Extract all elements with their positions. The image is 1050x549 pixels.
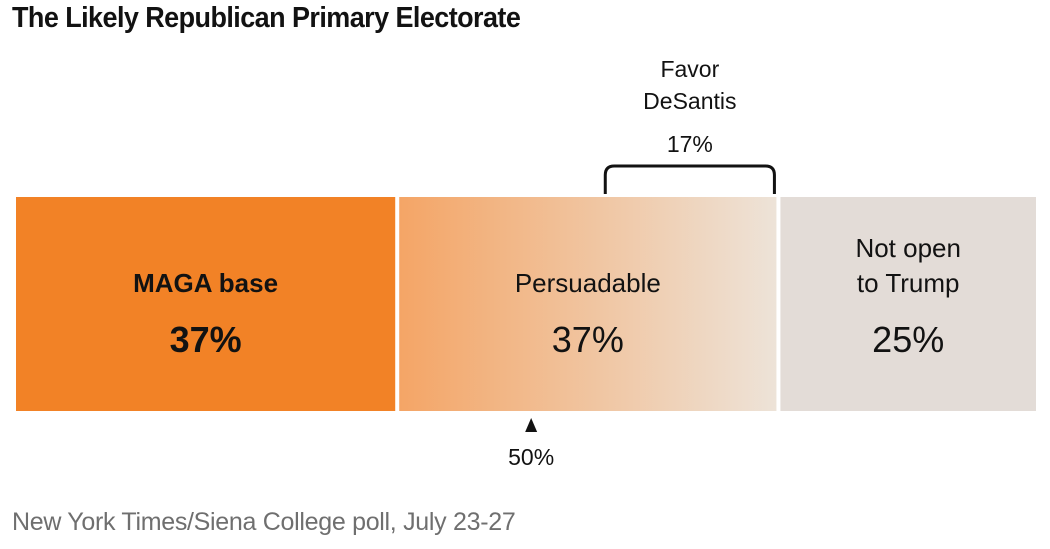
chart-title: The Likely Republican Primary Electorate (12, 2, 521, 34)
bracket-label: Favor (660, 56, 719, 82)
bracket-value: 17% (667, 131, 713, 157)
bar-maga-base (16, 197, 396, 411)
bracket-desantis (603, 164, 776, 194)
segment-label-persuadable: Persuadable (515, 268, 661, 298)
bar-not-open-to-trump (780, 197, 1036, 411)
segment-value-not-open-to-trump: 25% (872, 319, 944, 360)
segment-label-not-open-to-trump: to Trump (857, 268, 960, 298)
bar-persuadable (399, 197, 777, 411)
segment-value-maga-base: 37% (170, 319, 242, 360)
segment-label-not-open-to-trump: Not open (855, 233, 961, 263)
marker-triangle-icon (525, 418, 538, 432)
bracket-label: DeSantis (643, 88, 736, 114)
marker-label: 50% (508, 444, 554, 470)
source-note: New York Times/Siena College poll, July … (12, 508, 516, 536)
segment-label-maga-base: MAGA base (133, 268, 278, 298)
segment-value-persuadable: 37% (552, 319, 624, 360)
